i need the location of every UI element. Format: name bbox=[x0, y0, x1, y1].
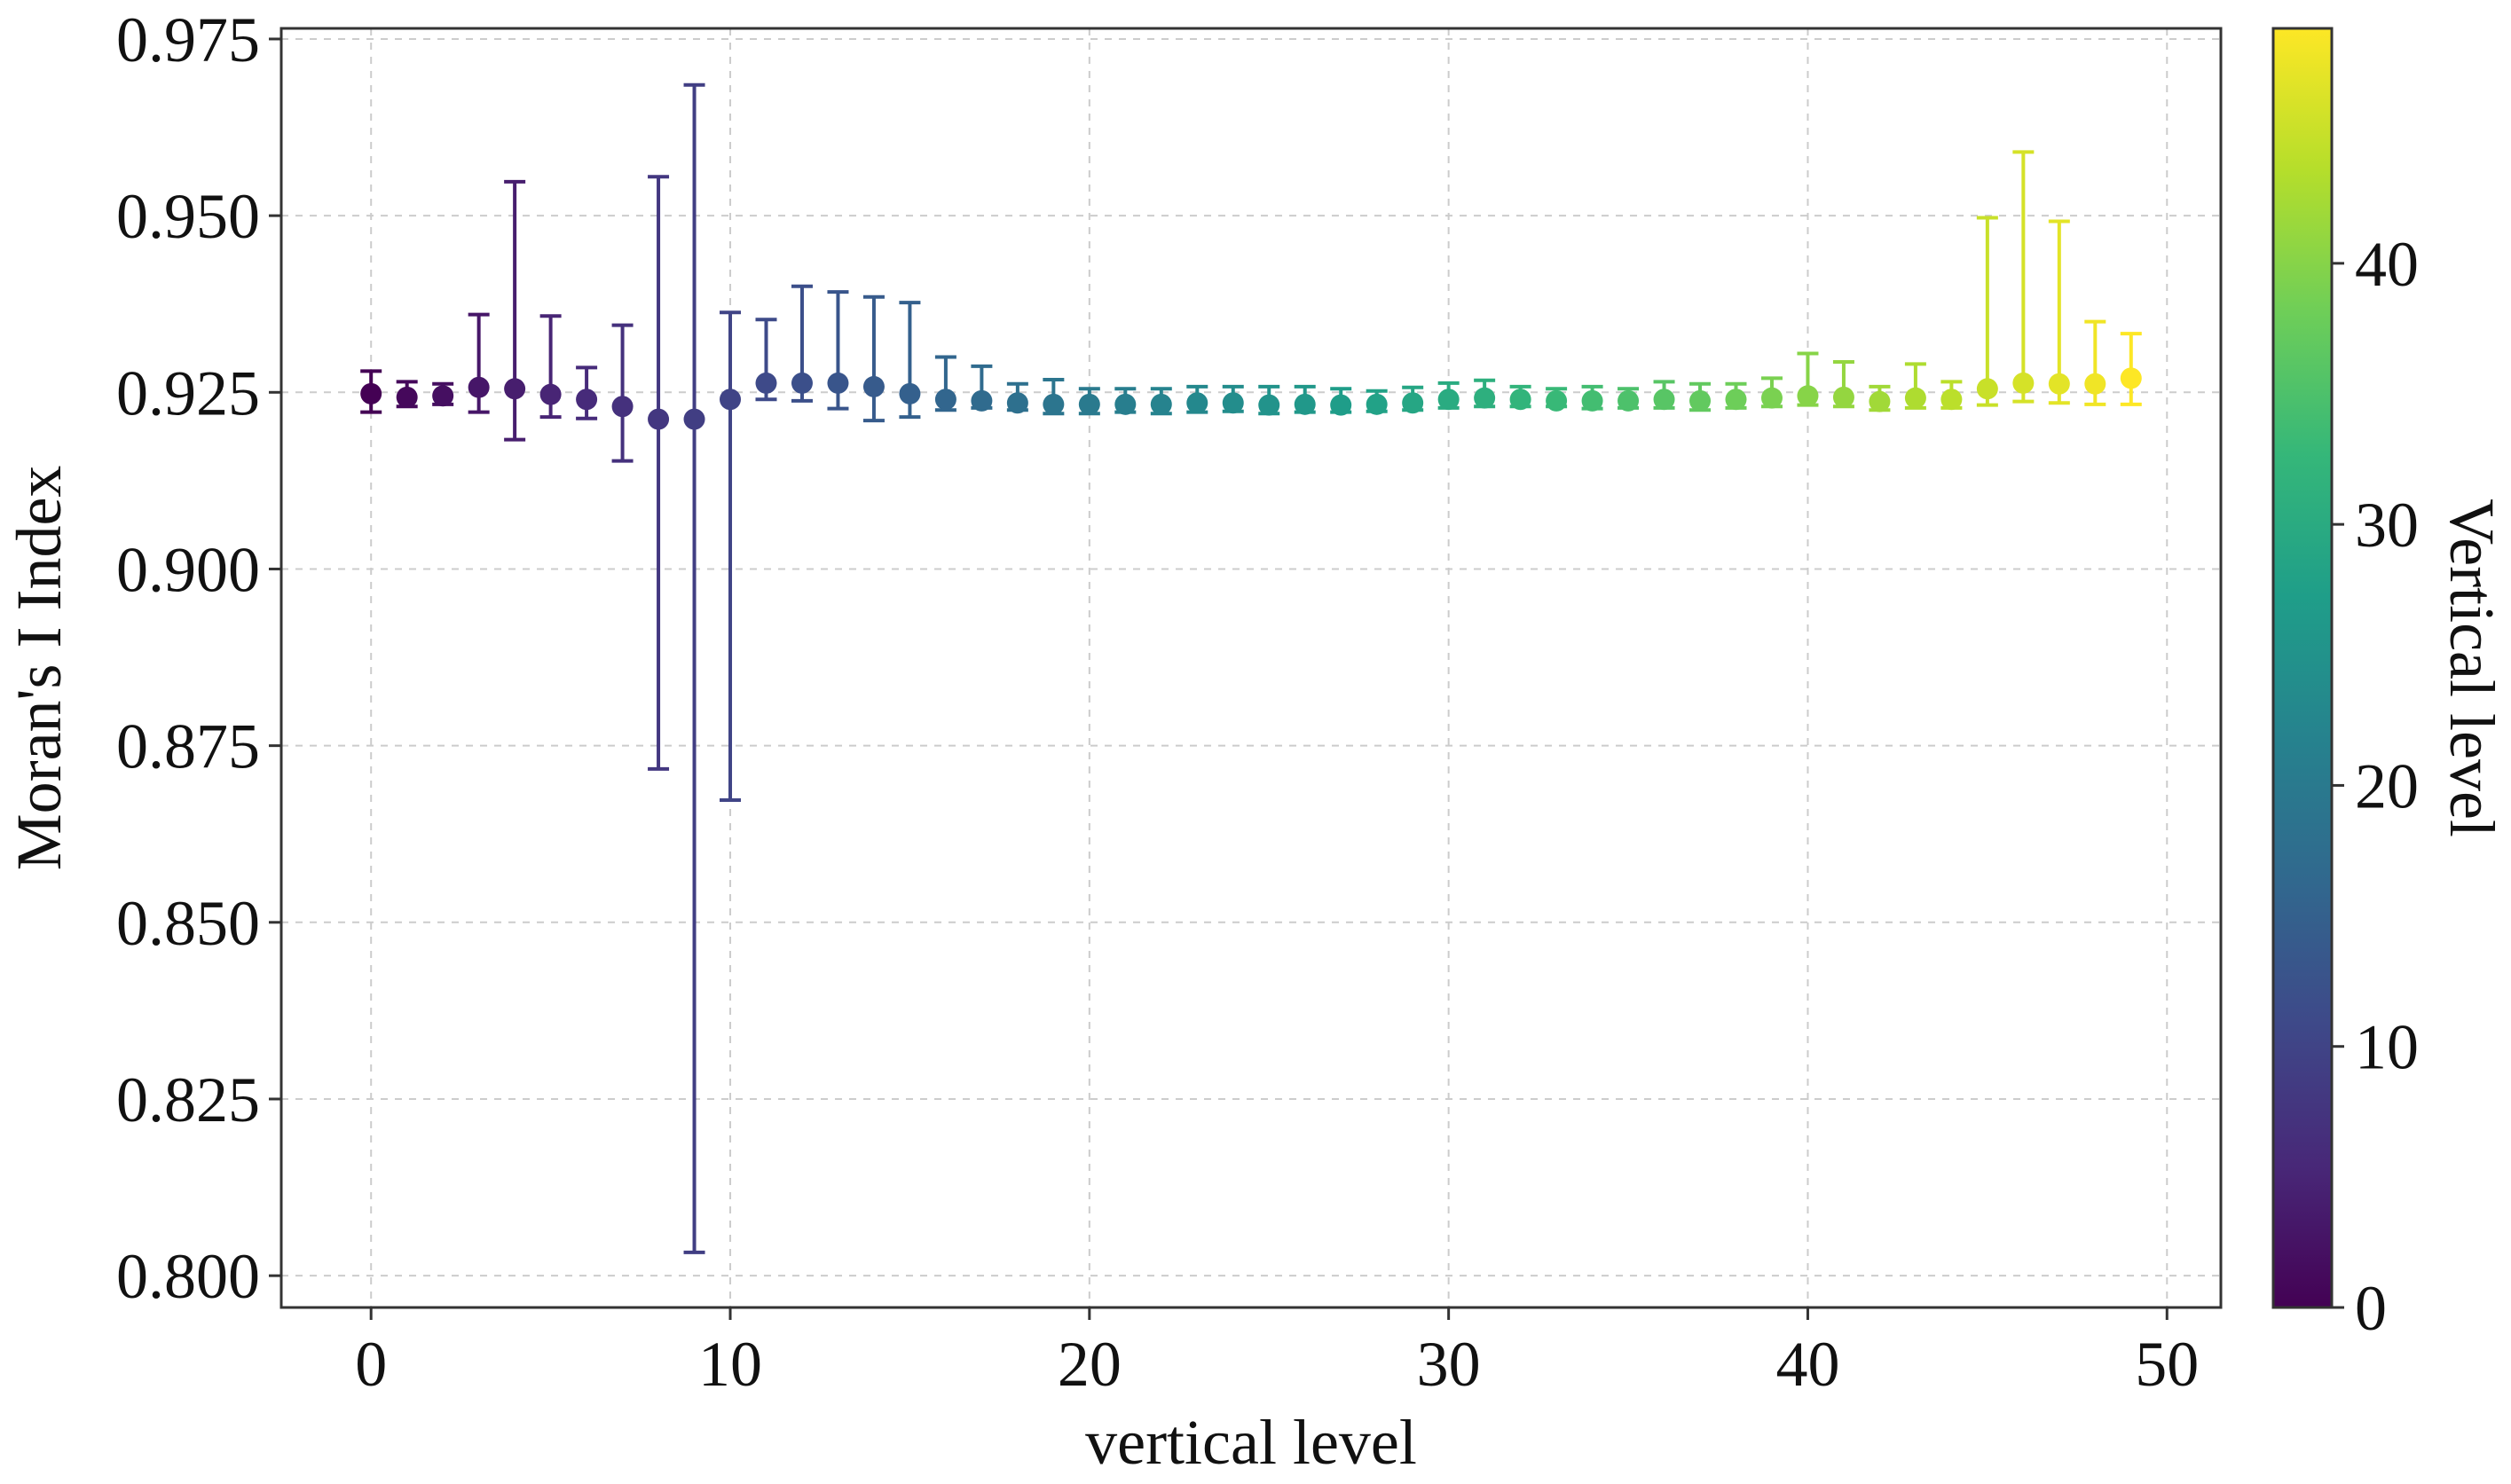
colorbar-tick-label: 30 bbox=[2355, 490, 2419, 561]
y-tick-label: 0.975 bbox=[116, 4, 260, 75]
y-tick-label: 0.825 bbox=[116, 1064, 260, 1135]
data-point bbox=[899, 382, 921, 404]
data-point bbox=[1437, 389, 1460, 411]
data-point bbox=[1402, 392, 1424, 414]
x-tick-label: 20 bbox=[1058, 1329, 1122, 1400]
y-tick-label: 0.800 bbox=[116, 1241, 260, 1312]
data-point bbox=[1006, 392, 1028, 414]
data-point bbox=[683, 408, 705, 430]
data-point bbox=[1330, 394, 1352, 416]
data-point bbox=[360, 382, 382, 404]
data-point bbox=[1258, 394, 1280, 416]
colorbar-title: Vertical level bbox=[2436, 499, 2507, 837]
data-point bbox=[1618, 389, 1640, 412]
data-point bbox=[504, 378, 526, 400]
data-point bbox=[1725, 389, 1747, 411]
grid-lines bbox=[281, 28, 2221, 1307]
data-point bbox=[648, 408, 670, 430]
colorbar bbox=[2271, 27, 2334, 1309]
data-point bbox=[1869, 390, 1891, 412]
data-point bbox=[1797, 385, 1819, 407]
data-point bbox=[2120, 367, 2142, 389]
y-tick-label: 0.850 bbox=[116, 888, 260, 959]
data-point bbox=[1546, 389, 1568, 412]
y-axis-ticks: 0.800 0.825 0.850 0.875 0.900 0.925 0.950 0.975 bbox=[116, 4, 281, 1312]
data-point bbox=[1366, 393, 1388, 415]
x-axis-ticks: 0 10 20 30 40 50 bbox=[355, 1307, 2199, 1400]
data-point bbox=[1760, 387, 1783, 409]
x-tick-label: 0 bbox=[355, 1329, 387, 1400]
data-point bbox=[1581, 389, 1603, 412]
x-axis-title: vertical level bbox=[1085, 1407, 1417, 1478]
data-point bbox=[1078, 393, 1100, 415]
data-point bbox=[862, 375, 885, 397]
data-point bbox=[1940, 389, 1963, 411]
data-point bbox=[2084, 373, 2106, 395]
x-tick-label: 10 bbox=[698, 1329, 762, 1400]
data-point bbox=[1150, 393, 1172, 415]
data-point bbox=[1832, 386, 1854, 408]
data-point bbox=[2048, 373, 2070, 395]
y-axis-title: Moran's I Index bbox=[4, 466, 75, 871]
data-point bbox=[2012, 372, 2035, 394]
data-points bbox=[360, 367, 2142, 430]
data-point bbox=[539, 383, 562, 405]
data-point bbox=[611, 396, 634, 418]
data-point bbox=[1509, 389, 1531, 411]
data-point bbox=[468, 376, 490, 398]
data-point bbox=[576, 389, 598, 411]
data-point bbox=[755, 372, 777, 394]
error-bars bbox=[360, 82, 2142, 1254]
colorbar-tick-label: 0 bbox=[2355, 1273, 2387, 1344]
y-tick-label: 0.875 bbox=[116, 711, 260, 782]
data-point bbox=[1474, 387, 1496, 409]
data-point bbox=[1976, 378, 1998, 400]
data-point bbox=[1689, 389, 1712, 412]
y-tick-label: 0.925 bbox=[116, 357, 260, 428]
data-point bbox=[432, 385, 454, 407]
data-point bbox=[1114, 393, 1137, 415]
y-tick-label: 0.950 bbox=[116, 181, 260, 252]
y-tick-label: 0.900 bbox=[116, 534, 260, 605]
data-point bbox=[934, 389, 956, 411]
x-tick-label: 50 bbox=[2135, 1329, 2199, 1400]
data-point bbox=[1653, 389, 1675, 411]
colorbar-tick-label: 10 bbox=[2355, 1012, 2419, 1083]
x-tick-label: 30 bbox=[1417, 1329, 1481, 1400]
data-point bbox=[1186, 392, 1208, 414]
data-point bbox=[1043, 393, 1065, 415]
colorbar-ticks: 0 10 20 30 40 bbox=[2332, 229, 2419, 1344]
data-point bbox=[1222, 392, 1244, 414]
colorbar-tick-label: 40 bbox=[2355, 229, 2419, 300]
data-point bbox=[1294, 393, 1316, 415]
data-point bbox=[827, 372, 849, 394]
plot-frame bbox=[279, 27, 2223, 1309]
data-point bbox=[720, 389, 742, 411]
data-point bbox=[791, 372, 813, 394]
colorbar-tick-label: 20 bbox=[2355, 750, 2419, 821]
data-point bbox=[1904, 387, 1926, 409]
data-point bbox=[396, 386, 418, 408]
data-point bbox=[971, 389, 993, 412]
x-tick-label: 40 bbox=[1775, 1329, 1839, 1400]
